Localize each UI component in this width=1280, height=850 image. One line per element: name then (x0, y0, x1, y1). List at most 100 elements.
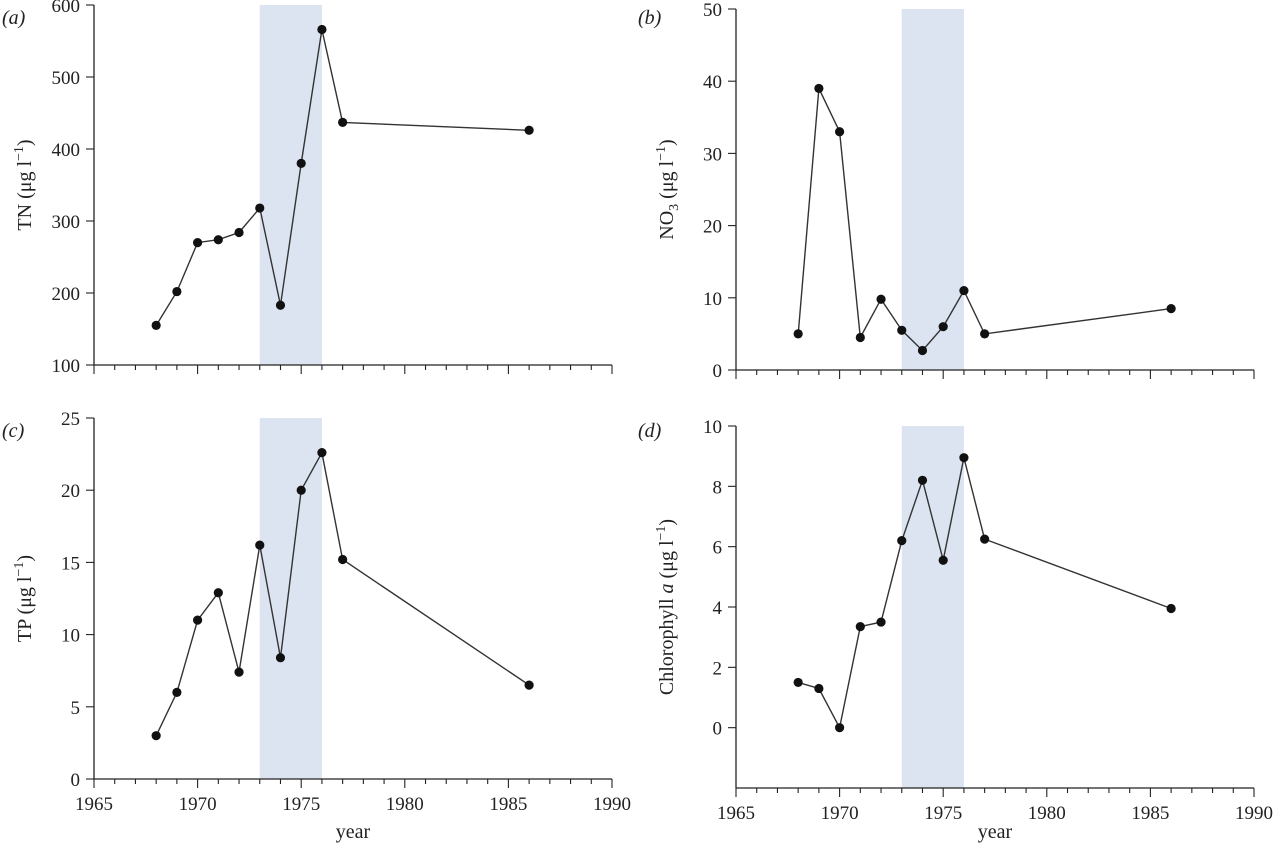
y-tick-label: 100 (52, 356, 81, 377)
y-tick-label: 15 (61, 553, 80, 574)
data-point (917, 475, 928, 485)
data-point (193, 615, 203, 625)
x-tick-label: 1985 (489, 794, 527, 815)
shaded-period-band (901, 426, 964, 788)
data-point (151, 320, 161, 330)
data-point (917, 345, 928, 356)
y-tick-label: 0 (713, 361, 723, 382)
y-tick-label: 6 (713, 538, 723, 559)
y-tick-label: 4 (713, 598, 723, 619)
data-point (897, 325, 907, 335)
data-point (338, 554, 348, 565)
series-line (797, 85, 1172, 352)
data-point (835, 127, 845, 137)
y-tick-label: 400 (52, 140, 81, 161)
data-point (172, 687, 182, 697)
x-axis-label: year (336, 821, 371, 843)
data-point (959, 453, 969, 463)
data-point (275, 300, 286, 310)
y-tick-label: 0 (713, 719, 723, 740)
series-line (155, 450, 530, 737)
y-axis-label: NO3 (μg l−1) (654, 139, 682, 239)
data-point (234, 227, 244, 238)
y-tick-label: 0 (71, 770, 81, 791)
y-axis-label: Chlorophyll a (μg l−1) (654, 519, 678, 695)
data-point (938, 322, 948, 332)
y-tick-label: 20 (61, 481, 80, 502)
x-tick-label: 1990 (1235, 803, 1273, 824)
data-point (213, 588, 223, 598)
data-point (524, 125, 534, 135)
data-point (814, 83, 824, 94)
data-point (296, 158, 306, 168)
data-point (172, 286, 182, 297)
data-point (959, 285, 969, 296)
data-point (296, 485, 306, 495)
data-point (275, 653, 286, 663)
x-tick-label: 1990 (593, 794, 631, 815)
data-point (193, 238, 203, 248)
x-tick-label: 1965 (717, 803, 755, 824)
x-tick-label: 1970 (179, 794, 217, 815)
y-tick-label: 10 (61, 626, 80, 647)
data-point (938, 555, 948, 565)
y-tick-label: 20 (703, 217, 722, 238)
data-point (1166, 304, 1176, 314)
data-point (317, 24, 327, 35)
panel-label: (b) (638, 7, 662, 29)
y-tick-label: 600 (52, 0, 81, 17)
y-tick-label: 5 (71, 698, 81, 719)
series-line (798, 457, 1172, 730)
y-axis-label: TP (μg l−1) (12, 555, 36, 642)
x-axis-label: year (978, 821, 1013, 843)
x-tick-label: 1975 (282, 794, 320, 815)
panel-b: 0 10 20 30 40 50 (b) NO3 (μg l−1) (638, 0, 1255, 382)
data-point (151, 731, 161, 741)
x-tick-label: 1965 (75, 794, 113, 815)
data-point (897, 536, 907, 546)
panel-c: 1965 1970 1975 1980 1985 1990 0 5 10 15 20 25 (c) TP … (2, 409, 631, 843)
x-tick-label: 1975 (924, 803, 962, 824)
panel-d: 1965 1970 1975 1980 1985 1990 0 2 4 6 8 10 (d) Chloro… (638, 417, 1273, 843)
y-tick-label: 300 (52, 212, 81, 233)
y-tick-label: 200 (52, 284, 81, 305)
panel-label: (c) (2, 420, 25, 442)
panel-label: (a) (2, 7, 26, 29)
data-point (338, 117, 348, 127)
shaded-period-band (259, 5, 322, 365)
data-point (255, 540, 265, 550)
x-tick-label: 1985 (1131, 803, 1169, 824)
data-point (835, 723, 845, 733)
y-tick-label: 30 (703, 144, 722, 165)
data-point (524, 680, 534, 690)
y-tick-label: 25 (61, 409, 80, 430)
y-tick-label: 40 (703, 72, 722, 93)
y-tick-label: 10 (703, 289, 722, 310)
y-tick-label: 50 (703, 0, 722, 21)
panel-label: (d) (638, 420, 662, 442)
panel-a: 100 200 300 400 500 600 (a) TN (μg l−1) (2, 0, 613, 377)
data-point (876, 617, 886, 627)
y-tick-label: 8 (713, 477, 723, 498)
data-point (793, 677, 803, 688)
data-point (980, 329, 990, 339)
data-point (855, 622, 865, 632)
data-point (317, 448, 327, 458)
data-point (876, 294, 886, 304)
y-axis-label: TN (μg l−1) (12, 139, 36, 230)
series-line (155, 29, 530, 326)
data-point (855, 332, 865, 343)
data-point (980, 534, 990, 544)
y-tick-label: 10 (703, 417, 722, 438)
shaded-period-band (901, 9, 964, 370)
data-point (255, 203, 265, 213)
x-tick-label: 1980 (386, 794, 424, 815)
x-tick-label: 1980 (1028, 803, 1066, 824)
y-tick-label: 500 (52, 68, 81, 89)
data-point (1166, 603, 1176, 614)
x-tick-label: 1970 (821, 803, 859, 824)
data-point (814, 683, 824, 694)
data-point (234, 667, 244, 677)
y-tick-label: 2 (713, 658, 723, 679)
